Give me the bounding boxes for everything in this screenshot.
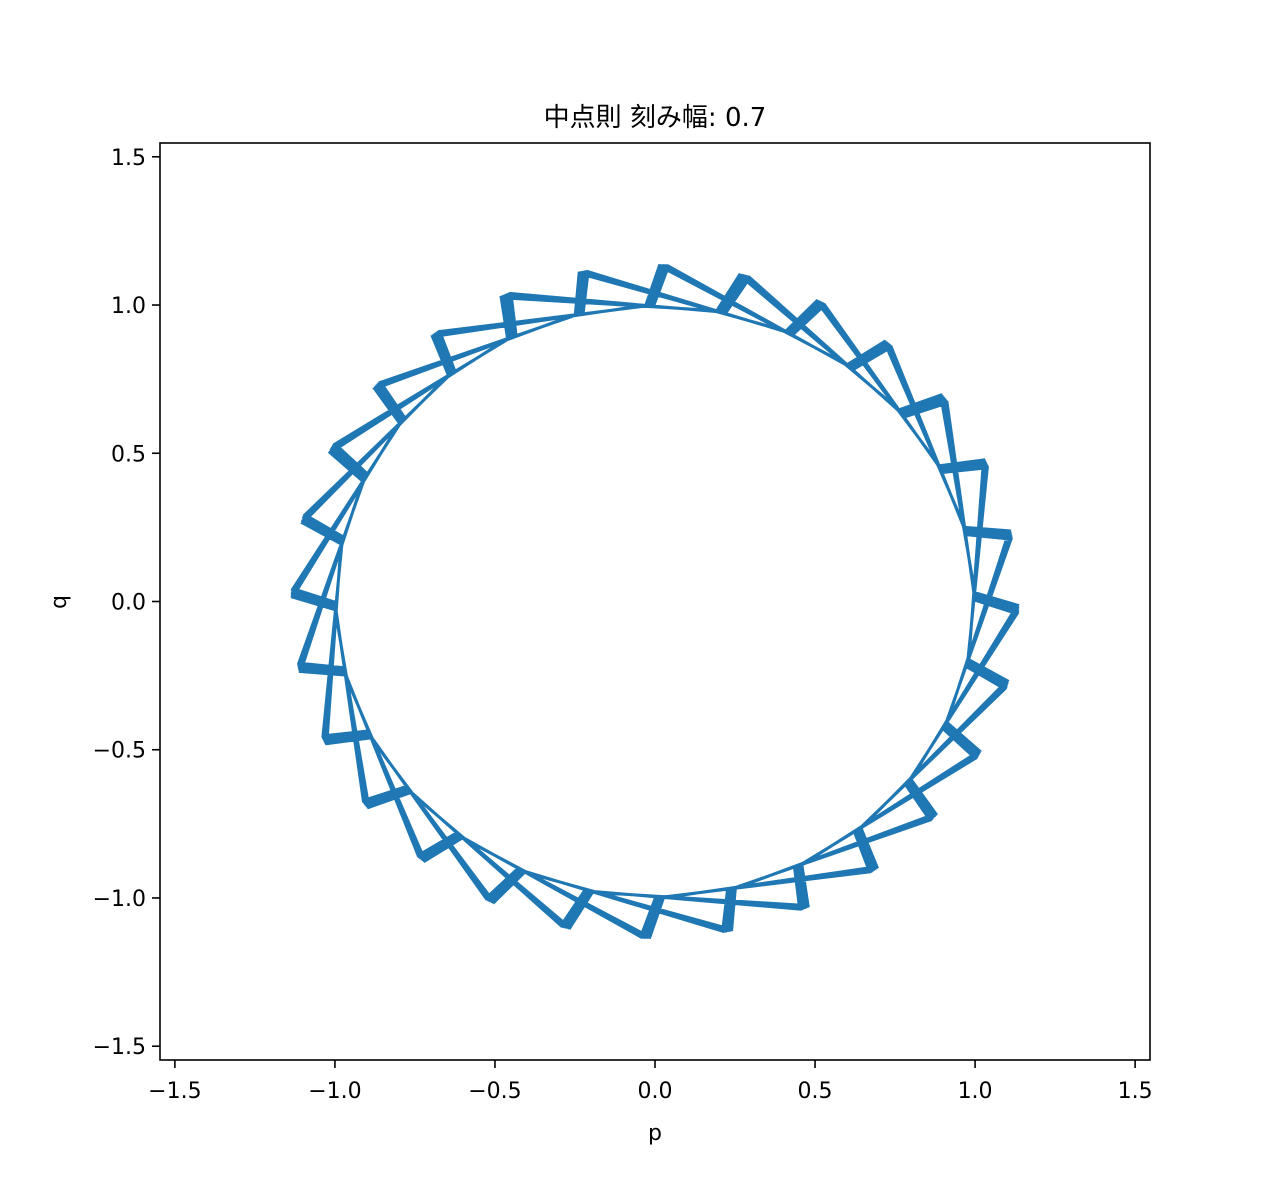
plot-area xyxy=(290,263,1020,940)
x-tick-label: −1.5 xyxy=(148,1079,201,1104)
y-tick-label: −0.5 xyxy=(93,739,146,764)
y-tick-label: 1.5 xyxy=(111,146,146,171)
y-tick-label: −1.0 xyxy=(93,887,146,912)
x-tick-label: −0.5 xyxy=(468,1079,521,1104)
x-tick-label: 1.0 xyxy=(958,1079,993,1104)
x-tick-label: −1.0 xyxy=(308,1079,361,1104)
chart-title: 中点則 刻み幅: 0.7 xyxy=(544,103,767,133)
y-tick-label: 0.0 xyxy=(111,591,146,616)
y-tick-label: 0.5 xyxy=(111,442,146,467)
x-tick-label: 0.5 xyxy=(798,1079,833,1104)
x-axis: −1.5 −1.0 −0.5 0.0 0.5 1.0 1.5 xyxy=(148,1060,1153,1104)
y-axis-label: q xyxy=(47,595,72,609)
y-tick-label: −1.5 xyxy=(93,1035,146,1060)
series-line xyxy=(290,263,1020,940)
y-axis: −1.5 −1.0 −0.5 0.0 0.5 1.0 1.5 xyxy=(93,146,160,1060)
y-tick-label: 1.0 xyxy=(111,294,146,319)
x-tick-label: 1.5 xyxy=(1118,1079,1153,1104)
x-tick-label: 0.0 xyxy=(638,1079,673,1104)
x-axis-label: p xyxy=(648,1121,662,1146)
